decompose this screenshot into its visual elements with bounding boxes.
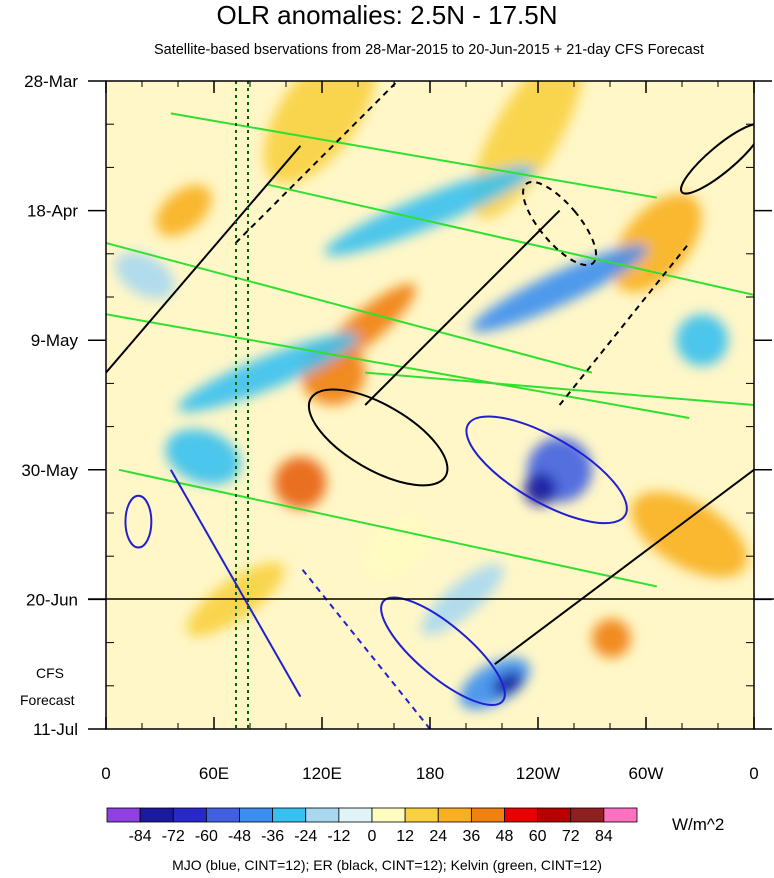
colorbar-swatch xyxy=(470,807,505,823)
x-tick-label: 120W xyxy=(516,764,560,783)
wave-contour-line xyxy=(299,566,431,729)
wave-contour-line xyxy=(364,209,561,406)
wave-contour-loop xyxy=(380,596,506,707)
anomaly-region xyxy=(676,314,729,367)
colorbar-units: W/m^2 xyxy=(672,815,725,834)
wave-contour-line xyxy=(267,183,754,296)
colorbar-swatch xyxy=(139,807,174,823)
anomaly-region xyxy=(471,244,648,332)
anomaly-region xyxy=(274,456,327,509)
colorbar-swatch xyxy=(338,807,373,823)
wave-contour-line xyxy=(234,81,399,244)
wave-contour-line xyxy=(558,242,690,406)
wave-contour-line xyxy=(169,469,302,698)
colorbar-tick-label: -12 xyxy=(327,828,350,845)
y-tick-label: 20-Jun xyxy=(26,590,78,609)
colorbar-swatch xyxy=(603,807,638,823)
x-tick-label: 0 xyxy=(749,764,758,783)
x-tick-label: 60E xyxy=(199,764,229,783)
axes: 0 60E 120E 180 120W 60W 0 28-Mar 18-Apr 9-May 30-M… xyxy=(21,72,772,783)
x-tick-label: 180 xyxy=(416,764,444,783)
wave-contour-line xyxy=(118,468,658,588)
colorbar-tick-label: 0 xyxy=(368,828,377,845)
colorbar: -84 -72 -60 -48 -36 -24 -12 0 12 24 36 48 60 72 84 xyxy=(106,807,638,845)
y-tick-label: 11-Jul xyxy=(33,720,78,739)
colorbar-swatch xyxy=(272,807,307,823)
forecast-label-line1: CFS xyxy=(36,665,64,681)
x-tick-label: 0 xyxy=(101,764,110,783)
wave-contour-loop xyxy=(124,494,153,549)
y-tick-label: 18-Apr xyxy=(27,202,78,221)
colorbar-tick-label: 72 xyxy=(562,828,580,845)
wave-contour-loop xyxy=(465,415,628,525)
olr-anomaly-field xyxy=(115,81,748,710)
chart-title: OLR anomalies: 2.5N - 17.5N xyxy=(216,0,558,30)
colorbar-tick-label: -24 xyxy=(294,828,317,845)
forecast-label-line2: Forecast xyxy=(20,692,75,708)
anomaly-region xyxy=(591,618,631,658)
wave-contour-line xyxy=(170,112,657,199)
y-tick-label: 28-Mar xyxy=(24,72,78,91)
colorbar-tick-label: 48 xyxy=(496,828,514,845)
colorbar-swatch xyxy=(305,807,340,823)
colorbar-swatch xyxy=(537,807,572,823)
colorbar-swatch xyxy=(404,807,439,823)
anomaly-region xyxy=(263,81,377,184)
anomaly-region xyxy=(363,515,432,580)
wave-contour-line xyxy=(365,371,754,406)
anomaly-region xyxy=(165,429,241,485)
anomaly-region xyxy=(155,184,212,237)
wave-contour-line xyxy=(106,242,593,374)
wave-contour-line xyxy=(106,313,690,419)
colorbar-tick-label: 12 xyxy=(396,828,414,845)
anomaly-region xyxy=(523,473,557,506)
colorbar-tick-label: -60 xyxy=(195,828,218,845)
colorbar-swatch xyxy=(504,807,539,823)
anomaly-region xyxy=(115,252,175,299)
colorbar-swatch xyxy=(205,807,240,823)
anomaly-region xyxy=(177,333,359,412)
colorbar-tick-label: -84 xyxy=(129,828,152,845)
colorbar-tick-label: 24 xyxy=(429,828,447,845)
y-tick-label: 9-May xyxy=(31,331,79,350)
colorbar-swatch xyxy=(106,807,141,823)
chart-subtitle: Satellite-based bservations from 28-Mar-… xyxy=(153,42,705,58)
wave-contour-line xyxy=(494,468,754,666)
colorbar-tick-label: -48 xyxy=(228,828,251,845)
wave-contour-loop xyxy=(307,388,449,487)
colorbar-swatch xyxy=(239,807,274,823)
colorbar-swatch xyxy=(570,807,605,823)
colorbar-tick-label: 60 xyxy=(529,828,547,845)
colorbar-tick-label: 84 xyxy=(595,828,613,845)
wave-contour-loop xyxy=(522,180,598,267)
colorbar-tick-label: -72 xyxy=(162,828,185,845)
wave-contour-line xyxy=(106,145,302,374)
colorbar-swatch xyxy=(371,807,406,823)
anomaly-region xyxy=(324,165,536,256)
wave-contour-loop xyxy=(680,122,754,195)
y-tick-label: 30-May xyxy=(21,461,78,480)
x-tick-label: 60W xyxy=(629,764,664,783)
wave-contours xyxy=(106,81,754,729)
anomaly-region xyxy=(630,491,748,578)
colorbar-tick-label: 36 xyxy=(462,828,480,845)
colorbar-swatch xyxy=(437,807,472,823)
x-tick-label: 120E xyxy=(302,764,342,783)
legend-text: MJO (blue, CINT=12); ER (black, CINT=12)… xyxy=(172,857,602,873)
colorbar-swatch xyxy=(172,807,207,823)
colorbar-tick-label: -36 xyxy=(261,828,284,845)
